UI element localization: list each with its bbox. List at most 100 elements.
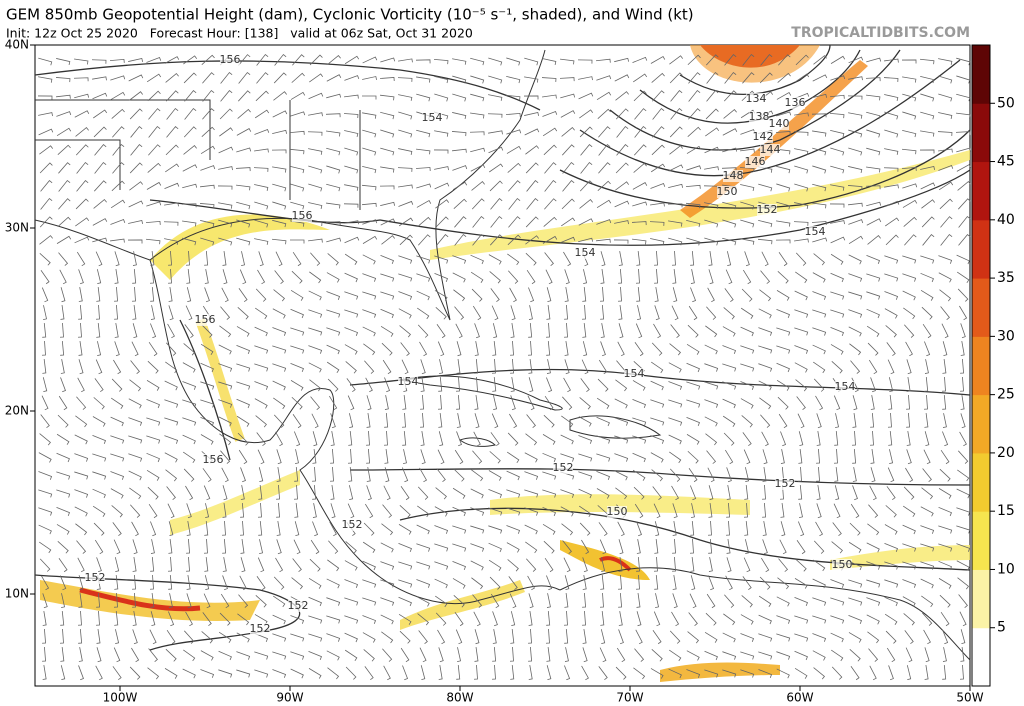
wind-barb: [542, 110, 558, 117]
wind-barb: [523, 95, 539, 100]
wind-barb: [114, 304, 119, 320]
wind-barb: [129, 487, 142, 500]
wind-barb: [275, 431, 284, 447]
wind-barb: [492, 629, 497, 644]
wind-barb: [74, 236, 90, 244]
wind-barb: [708, 251, 713, 266]
wind-barb: [672, 503, 678, 519]
wind-barb: [254, 345, 269, 354]
wind-barb: [902, 93, 917, 102]
wind-barb: [740, 148, 755, 153]
wind-barb: [92, 453, 107, 462]
wind-barb: [308, 202, 323, 210]
wind-barb: [435, 307, 447, 320]
wind-barb: [775, 131, 791, 135]
wind-barb: [132, 592, 137, 608]
wind-barb: [74, 93, 90, 99]
wind-barb: [92, 435, 107, 444]
wind-barb: [938, 58, 953, 65]
wind-barb: [564, 665, 571, 681]
wind-barb: [330, 413, 336, 429]
wind-barb: [202, 89, 215, 102]
wind-barb: [344, 272, 358, 283]
wind-barb: [960, 358, 965, 374]
wind-barb: [490, 215, 503, 228]
wind-barb: [956, 75, 971, 84]
wind-barb: [325, 221, 341, 226]
wind-barb: [794, 615, 809, 624]
wind-barb: [344, 579, 359, 588]
wind-barb: [166, 486, 176, 500]
wind-barb: [312, 503, 317, 518]
wind-barb: [325, 113, 341, 118]
wind-barb: [544, 179, 557, 192]
contour-label-bg: [422, 112, 442, 124]
wind-barb: [110, 453, 125, 462]
contour-label: 152: [85, 571, 106, 584]
wind-barb: [669, 126, 683, 138]
wind-barb: [848, 579, 863, 588]
wind-barb: [75, 217, 90, 227]
wind-barb: [200, 343, 214, 355]
wind-barb: [886, 342, 896, 357]
wind-barb: [634, 648, 645, 662]
wind-barb: [146, 398, 160, 409]
wind-barb: [509, 413, 518, 429]
wind-barb: [58, 179, 71, 192]
wind-barb: [794, 183, 809, 192]
wind-barb: [740, 398, 754, 409]
contour-label: 140: [769, 117, 790, 130]
wind-barb: [129, 162, 143, 174]
wind-barb: [347, 448, 352, 464]
wind-barb: [308, 309, 323, 318]
wind-barb: [848, 129, 863, 138]
wind-barb: [830, 597, 845, 606]
wind-barb: [902, 561, 917, 570]
wind-barb: [509, 287, 517, 303]
wind-barb: [866, 255, 881, 264]
wind-barb: [690, 503, 695, 518]
wind-barb: [78, 322, 82, 338]
wind-barb: [489, 234, 503, 246]
wind-barb: [184, 324, 194, 339]
wind-barb: [596, 91, 612, 101]
wind-barb: [776, 651, 791, 660]
wind-barb: [812, 309, 827, 318]
wind-barb: [816, 413, 822, 429]
wind-barb: [416, 273, 431, 282]
wind-barb: [956, 164, 972, 172]
wind-barb: [582, 575, 587, 590]
wind-barb: [56, 127, 72, 137]
wind-barb: [293, 484, 298, 500]
wind-barb: [291, 270, 303, 284]
wind-barb: [600, 323, 605, 338]
wind-barb: [96, 322, 101, 338]
wind-barb: [488, 470, 502, 481]
wind-barb: [704, 202, 719, 209]
colorbar-swatch: [972, 511, 990, 570]
contour-label-bg: [553, 462, 573, 474]
wind-barb: [651, 144, 665, 156]
wind-barb: [167, 556, 172, 572]
wind-barb: [379, 77, 395, 82]
wind-barb: [183, 55, 198, 65]
wind-barb: [543, 414, 555, 428]
wind-barb: [290, 615, 305, 624]
wind-barb: [435, 487, 447, 500]
wind-barb: [706, 450, 717, 464]
contour-label: 152: [288, 599, 309, 612]
wind-barb: [542, 235, 558, 244]
contour-label: 154: [575, 246, 596, 259]
wind-barb: [114, 575, 119, 590]
wind-barb: [183, 468, 195, 482]
wind-barb: [740, 326, 754, 337]
wind-barb: [671, 611, 680, 627]
wind-barb: [830, 147, 845, 156]
wind-barb: [600, 574, 605, 590]
wind-barb: [668, 417, 683, 426]
wind-barb: [309, 558, 321, 572]
wind-barb: [326, 165, 341, 174]
wind-barb: [811, 221, 827, 226]
lon-label: 80W: [446, 691, 473, 705]
wind-barb: [204, 575, 210, 591]
